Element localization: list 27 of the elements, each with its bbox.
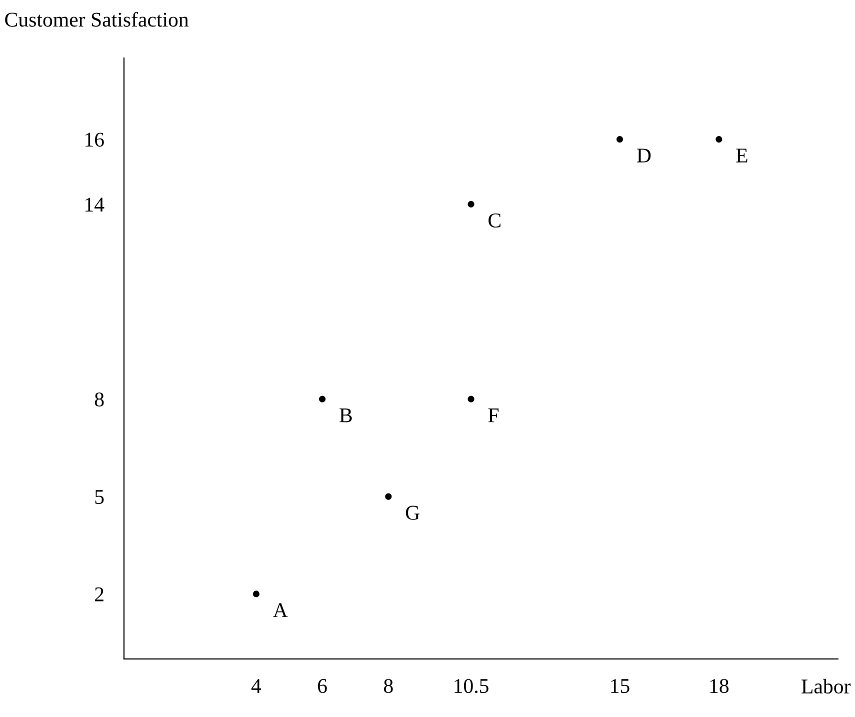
x-tick-label: 18 [710, 678, 729, 694]
point [318, 396, 326, 402]
y-tick-label: 5 [95, 490, 104, 504]
x-tick-label: 15 [611, 679, 630, 694]
y-tick-label: 2 [95, 587, 104, 602]
annotation: E [736, 148, 748, 162]
annotation: G [406, 506, 420, 520]
point [716, 136, 722, 143]
x-axis-title: Labor [802, 678, 851, 694]
point [468, 396, 474, 402]
x-tick-label: 6 [318, 679, 327, 694]
annotation: C [488, 214, 500, 228]
y-tick-label: 16 [86, 132, 104, 147]
annotation: A [273, 603, 288, 618]
point [252, 590, 260, 598]
y-tick-label: 8 [94, 392, 104, 407]
y-tick-label: 14 [86, 198, 104, 212]
y-axis-title: Customer Satisfaction [5, 12, 189, 27]
point [468, 200, 474, 208]
annotation: D [637, 148, 651, 162]
x-tick-label: 8 [384, 678, 393, 694]
x-tick-label: 10.5 [454, 678, 488, 694]
x-tick-label: 4 [251, 679, 262, 693]
annotation: F [488, 408, 499, 422]
point [616, 136, 624, 143]
annotation: B [340, 408, 352, 422]
point [385, 493, 392, 500]
